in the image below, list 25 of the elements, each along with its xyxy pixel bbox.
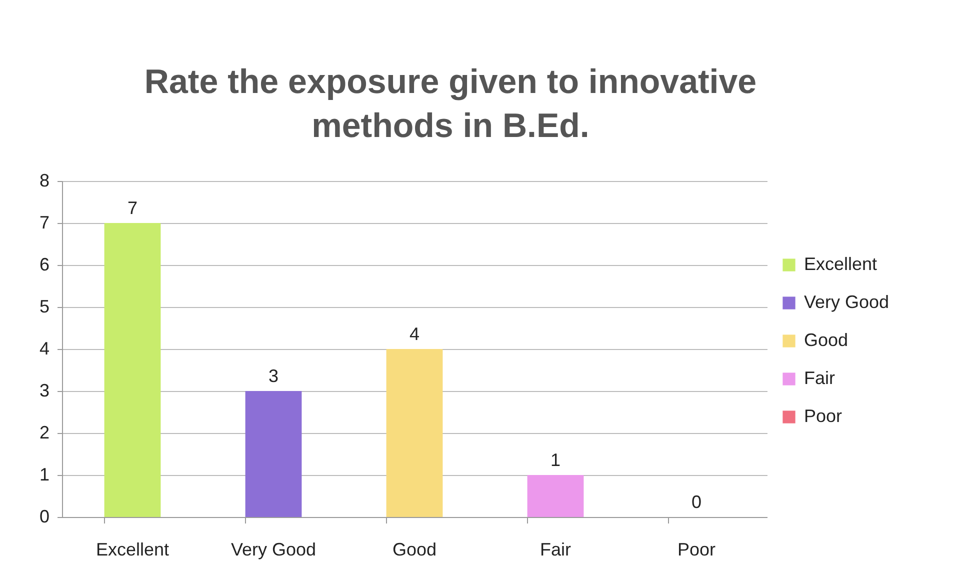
y-tick-label: 7 [39, 212, 50, 232]
legend-label: Good [804, 330, 848, 350]
data-label: 7 [127, 198, 138, 218]
y-tick-label: 8 [39, 170, 50, 190]
legend-label: Very Good [804, 292, 890, 312]
legend-label: Poor [804, 406, 842, 426]
data-label: 1 [550, 450, 561, 470]
data-label: 3 [268, 366, 279, 386]
x-tick-label: Fair [540, 540, 572, 560]
y-tick-label: 5 [39, 296, 50, 316]
y-tick-label: 1 [39, 464, 50, 484]
x-tick-label: Very Good [230, 540, 316, 560]
x-tick-label: Good [392, 540, 437, 560]
y-tick-label: 4 [39, 338, 50, 358]
data-label: 4 [409, 324, 420, 344]
y-tick-label: 0 [39, 506, 50, 526]
y-tick-label: 2 [39, 422, 50, 442]
chart-title: Rate the exposure given to innovative methods in B.Ed. [144, 63, 757, 145]
x-tick-label: Excellent [96, 540, 170, 560]
legend-label: Fair [804, 368, 836, 388]
y-tick-label: 3 [39, 380, 50, 400]
data-label: 0 [691, 492, 702, 512]
y-tick-label: 6 [39, 254, 50, 274]
legend-label: Excellent [804, 254, 878, 274]
x-tick-label: Poor [677, 540, 716, 560]
